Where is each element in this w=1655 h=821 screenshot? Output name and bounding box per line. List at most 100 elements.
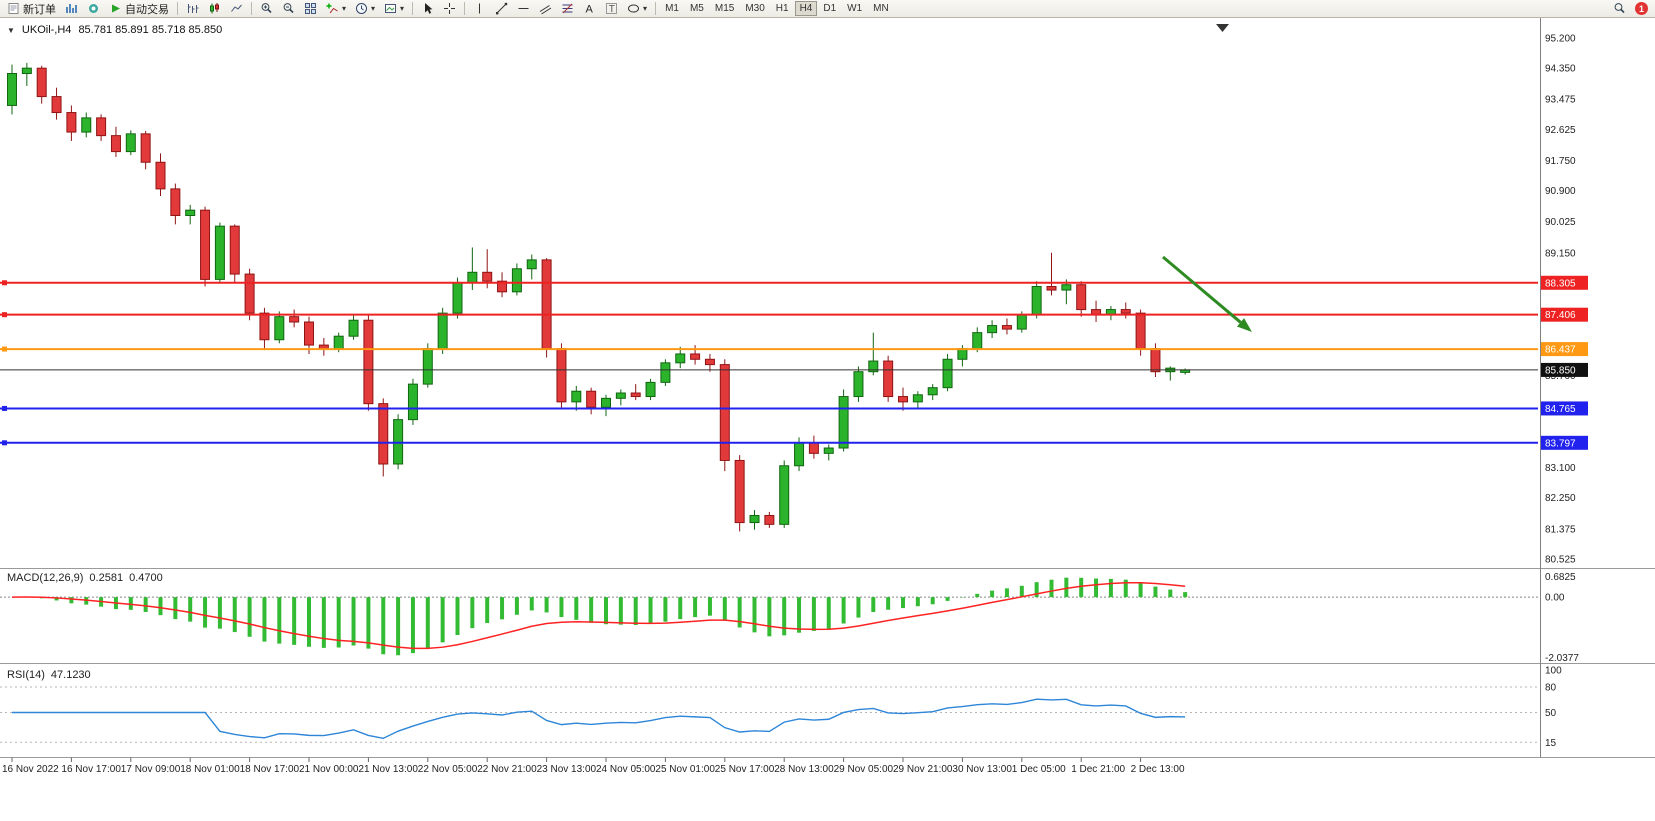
notification-badge[interactable]: 1 (1635, 2, 1648, 15)
chevron-down-icon: ▾ (400, 3, 405, 13)
toolbar-separator (177, 2, 178, 15)
svg-text:21 Nov 13:00: 21 Nov 13:00 (358, 764, 418, 775)
svg-text:90.900: 90.900 (1545, 186, 1576, 197)
crosshair-icon (443, 2, 456, 15)
svg-text:22 Nov 21:00: 22 Nov 21:00 (477, 764, 537, 775)
timeframe-m5[interactable]: M5 (685, 1, 709, 16)
candles-layer (7, 62, 1191, 532)
toolbar-separator (655, 2, 657, 15)
svg-text:25 Nov 17:00: 25 Nov 17:00 (715, 764, 775, 775)
svg-text:21 Nov 00:00: 21 Nov 00:00 (299, 764, 359, 775)
tile-windows-button[interactable] (300, 1, 321, 17)
candlestick-chart-icon (208, 2, 221, 15)
symbol-period: UKOil-,H4 (21, 24, 72, 36)
price-badge (1541, 401, 1588, 416)
cursor-button[interactable] (417, 1, 438, 17)
timeframe-d1[interactable]: D1 (818, 1, 841, 16)
macd-pane: 0.6825 0.00 -2.0377 (0, 572, 1579, 664)
svg-text:1 Dec 05:00: 1 Dec 05:00 (1012, 764, 1066, 775)
price-badge (1541, 342, 1588, 357)
svg-text:83.100: 83.100 (1545, 463, 1576, 474)
svg-text:93.475: 93.475 (1545, 95, 1576, 106)
macd-name: MACD(12,26,9) (7, 572, 84, 584)
shapes-button[interactable]: ▾ (623, 1, 651, 17)
svg-text:84.765: 84.765 (1545, 404, 1576, 415)
rsi-pane: 100 80 50 15 (0, 666, 1562, 749)
timeframe-m15[interactable]: M15 (710, 1, 739, 16)
new-order-icon (7, 2, 20, 15)
autotrading-button[interactable]: 自动交易 (105, 1, 173, 17)
search-button[interactable] (1609, 1, 1630, 17)
horizontal-line-button[interactable] (513, 1, 534, 17)
svg-text:24 Nov 05:00: 24 Nov 05:00 (596, 764, 656, 775)
trendline-button[interactable] (491, 1, 512, 17)
zoom-out-icon (282, 2, 295, 15)
chevron-down-icon: ▾ (371, 3, 376, 13)
candlestick-chart-button[interactable] (204, 1, 225, 17)
vertical-line-icon (473, 2, 486, 15)
new-order-label: 新订单 (23, 3, 56, 16)
timeframe-m30[interactable]: M30 (740, 1, 769, 16)
cursor-icon (421, 2, 434, 15)
svg-text:80: 80 (1545, 683, 1557, 694)
fibonacci-icon (561, 2, 574, 15)
toolbar-separator (412, 2, 414, 15)
chart-canvas[interactable]: 95.200 94.350 93.475 92.625 91.750 90.900 90.0… (0, 18, 1655, 821)
svg-text:29 Nov 05:00: 29 Nov 05:00 (834, 764, 894, 775)
bar-chart-icon (186, 2, 199, 15)
line-chart-icon (230, 2, 243, 15)
svg-text:16 Nov 17:00: 16 Nov 17:00 (61, 764, 121, 775)
toolbar: 新订单 自动交易 (0, 0, 1655, 18)
svg-text:A: A (586, 4, 594, 16)
channel-button[interactable] (535, 1, 556, 17)
fibonacci-button[interactable] (557, 1, 578, 17)
svg-text:23 Nov 13:00: 23 Nov 13:00 (537, 764, 597, 775)
price-badge (1541, 275, 1588, 290)
svg-text:81.375: 81.375 (1545, 524, 1576, 535)
crosshair-button[interactable] (439, 1, 460, 17)
zoom-out-button[interactable] (278, 1, 299, 17)
label-button[interactable]: T (601, 1, 622, 17)
svg-text:86.437: 86.437 (1545, 345, 1576, 356)
svg-text:22 Nov 05:00: 22 Nov 05:00 (418, 764, 478, 775)
bar-chart-button[interactable] (182, 1, 203, 17)
svg-text:0.00: 0.00 (1545, 593, 1565, 604)
vertical-line-button[interactable] (469, 1, 490, 17)
chart-shift-marker (1216, 24, 1229, 32)
autotrading-label: 自动交易 (125, 3, 169, 16)
trend-arrow (1162, 255, 1252, 332)
autotrading-icon (109, 2, 122, 15)
price-axis: 95.200 94.350 93.475 92.625 91.750 90.900 90.0… (1541, 34, 1588, 565)
svg-text:95.200: 95.200 (1545, 34, 1576, 45)
svg-text:-2.0377: -2.0377 (1545, 653, 1579, 664)
svg-text:88.305: 88.305 (1545, 278, 1576, 289)
zoom-in-button[interactable] (256, 1, 277, 17)
rsi-name: RSI(14) (7, 669, 45, 681)
svg-text:82.250: 82.250 (1545, 493, 1576, 504)
trendline-icon (495, 2, 508, 15)
timeframe-h1[interactable]: H1 (771, 1, 794, 16)
profiles-button[interactable] (83, 1, 104, 17)
svg-text:15: 15 (1545, 738, 1557, 749)
timeframe-mn[interactable]: MN (868, 1, 894, 16)
periods-button[interactable]: ▾ (351, 1, 379, 17)
ohlc-readout: 85.781 85.891 85.718 85.850 (78, 24, 223, 36)
price-badge (1541, 435, 1588, 450)
macd-value-signal: 0.4700 (129, 572, 163, 584)
svg-text:25 Nov 01:00: 25 Nov 01:00 (655, 764, 715, 775)
line-chart-button[interactable] (226, 1, 247, 17)
clock-icon (355, 2, 368, 15)
new-order-button[interactable]: 新订单 (3, 1, 60, 17)
indicators-button[interactable]: ▾ (322, 1, 350, 17)
text-button[interactable]: A (579, 1, 600, 17)
collapse-arrow-icon[interactable]: ▼ (7, 25, 15, 35)
templates-button[interactable]: ▾ (380, 1, 408, 17)
chevron-down-icon: ▾ (643, 3, 648, 13)
market-watch-button[interactable] (61, 1, 82, 17)
timeframe-m1[interactable]: M1 (660, 1, 684, 16)
timeframe-w1[interactable]: W1 (842, 1, 867, 16)
price-badge (1541, 307, 1588, 322)
profiles-icon (87, 2, 100, 15)
timeframe-h4[interactable]: H4 (794, 1, 818, 16)
